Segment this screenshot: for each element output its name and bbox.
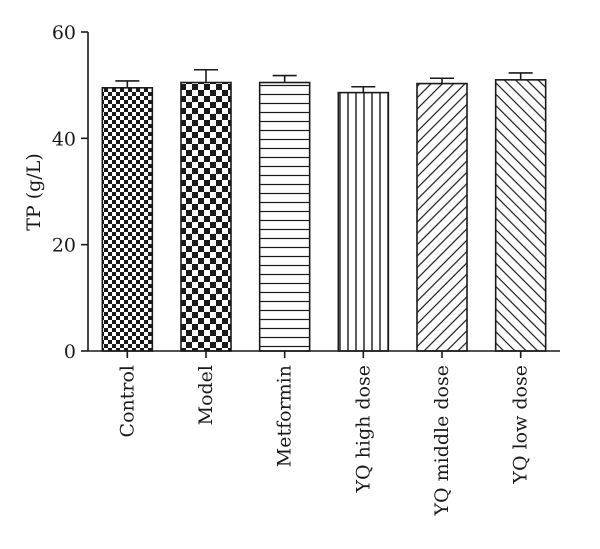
bar-group <box>494 72 547 352</box>
y-tick-label: 0 <box>64 341 76 363</box>
bar <box>102 87 153 351</box>
bar <box>338 92 389 352</box>
y-tick-label: 20 <box>52 235 76 257</box>
bar <box>181 82 231 351</box>
x-tick-label: YQ high dose <box>352 365 374 494</box>
x-tick-label: YQ low dose <box>510 365 532 485</box>
x-tick-label: Control <box>116 365 138 437</box>
bar <box>495 79 546 351</box>
bar-group <box>416 77 468 352</box>
x-tick-label: YQ middle dose <box>431 365 453 517</box>
x-tick-label: Model <box>195 365 217 425</box>
x-tick-label: Metformin <box>274 365 296 467</box>
y-tick-label: 40 <box>52 128 76 150</box>
y-tick-label: 60 <box>52 22 76 44</box>
bar-group <box>337 85 390 352</box>
bars <box>101 68 547 352</box>
bar <box>259 82 310 351</box>
bar-group <box>258 74 311 352</box>
x-axis: Control Model Metformin YQ high dose YQ midd… <box>88 350 560 517</box>
y-axis-title: TP (g/L) <box>23 153 45 231</box>
bar-group <box>101 80 154 352</box>
bar-group <box>180 68 232 352</box>
y-axis: 0 20 40 60 <box>52 22 89 363</box>
bar <box>417 83 467 352</box>
